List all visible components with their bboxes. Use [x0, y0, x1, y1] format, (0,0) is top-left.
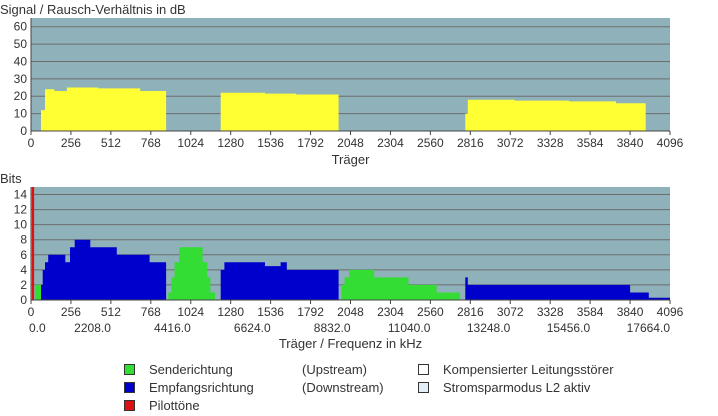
chart-title: Bits — [0, 171, 22, 186]
legend-swatch-pilot — [124, 400, 135, 411]
legend-label-downstream: (Downstream) — [302, 380, 384, 395]
y-tick-label: 10 — [14, 218, 28, 232]
y-tick-label: 50 — [14, 37, 28, 51]
legend-label-kompensiert: Kompensierter Leitungsstörer — [443, 362, 614, 377]
x-tick-label: 0 — [28, 136, 35, 150]
freq-tick-label: 0.0 — [29, 321, 46, 335]
legend-label-upstream: (Upstream) — [302, 362, 368, 377]
x-tick-label: 3328 — [537, 136, 564, 150]
x-tick-label: 2560 — [417, 305, 444, 319]
freq-tick-label: 6624.0 — [234, 321, 271, 335]
x-tick-label: 256 — [61, 305, 81, 319]
y-tick-label: 0 — [20, 124, 27, 138]
legend-downstream: (Downstream) — [302, 380, 384, 395]
y-tick-label: 14 — [14, 188, 28, 202]
freq-tick-label: 15456.0 — [547, 321, 591, 335]
legend-empfang: Empfangsrichtung — [124, 380, 254, 395]
x-tick-label: 3584 — [577, 305, 604, 319]
y-tick-label: 40 — [14, 54, 28, 68]
x-tick-label: 3840 — [617, 305, 644, 319]
legend-pilot: Pilottöne — [124, 398, 200, 413]
x-tick-label: 0 — [28, 305, 35, 319]
x-tick-label: 2560 — [417, 136, 444, 150]
x-tick-label: 3072 — [497, 136, 524, 150]
legend-swatch-empfang — [124, 382, 135, 393]
series-area-empfangsrichtung — [41, 239, 670, 300]
legend-label-sender: Senderichtung — [149, 362, 233, 377]
legend-swatch-l2 — [418, 382, 429, 393]
x-tick-label: 3328 — [537, 305, 564, 319]
legend-swatch-sender — [124, 364, 135, 375]
y-tick-label: 6 — [20, 248, 27, 262]
freq-tick-label: 11040.0 — [388, 321, 431, 335]
x-tick-label: 1024 — [177, 136, 204, 150]
legend-l2: Stromsparmodus L2 aktiv — [418, 380, 590, 395]
y-tick-label: 30 — [14, 72, 28, 86]
y-tick-label: 8 — [20, 233, 27, 247]
x-tick-label: 4096 — [657, 305, 684, 319]
freq-tick-label: 13248.0 — [467, 321, 511, 335]
x-tick-label: 512 — [101, 305, 121, 319]
freq-tick-label: 4416.0 — [154, 321, 191, 335]
series-area-snr — [41, 87, 646, 131]
legend-sender: Senderichtung — [124, 362, 233, 377]
legend-upstream: (Upstream) — [302, 362, 367, 377]
legend-label-pilot: Pilottöne — [149, 398, 200, 413]
snr-chart: Signal / Rausch-Verhältnis in dB 0 10 20 30 4… — [0, 2, 684, 167]
x-tick-label: 2816 — [457, 136, 484, 150]
y-tick-label: 60 — [14, 20, 28, 34]
freq-tick-label: 2208.0 — [74, 321, 111, 335]
legend-label-empfang: Empfangsrichtung — [149, 380, 254, 395]
legend-swatch-kompensiert — [418, 364, 429, 375]
y-tick-label: 2 — [20, 278, 27, 292]
y-tick-label: 4 — [20, 263, 27, 277]
x-tick-label: 1280 — [217, 136, 244, 150]
x-tick-label: 1792 — [297, 136, 324, 150]
series-area-senderichtung — [34, 247, 461, 300]
x-tick-label: 768 — [141, 136, 161, 150]
pilot-tone-bar — [31, 187, 35, 300]
y-tick-label: 0 — [20, 293, 27, 307]
y-tick-label: 12 — [14, 203, 28, 217]
x-axis-label: Träger — [332, 152, 370, 167]
x-tick-label: 2048 — [337, 136, 364, 150]
x-tick-label: 2048 — [337, 305, 364, 319]
x-tick-label: 3584 — [577, 136, 604, 150]
y-tick-label: 10 — [14, 107, 28, 121]
freq-tick-label: 8832.0 — [314, 321, 351, 335]
x-tick-label: 1024 — [177, 305, 204, 319]
x-tick-label: 3072 — [497, 305, 524, 319]
legend-label-l2: Stromsparmodus L2 aktiv — [443, 380, 591, 395]
x-tick-label: 1280 — [217, 305, 244, 319]
x-tick-label: 768 — [141, 305, 161, 319]
chart-title: Signal / Rausch-Verhältnis in dB — [0, 2, 186, 17]
y-tick-label: 20 — [14, 89, 28, 103]
freq-tick-label: 17664.0 — [627, 321, 671, 335]
x-tick-label: 256 — [61, 136, 81, 150]
x-tick-label: 2304 — [377, 305, 404, 319]
x-tick-label: 1792 — [297, 305, 324, 319]
legend-kompensiert: Kompensierter Leitungsstörer — [418, 362, 614, 377]
x-tick-label: 1536 — [257, 305, 284, 319]
x-tick-label: 3840 — [617, 136, 644, 150]
x-tick-label: 2304 — [377, 136, 404, 150]
x-tick-label: 512 — [101, 136, 121, 150]
x-axis-label: Träger / Frequenz in kHz — [279, 336, 422, 351]
x-tick-label: 4096 — [657, 136, 684, 150]
x-tick-label: 2816 — [457, 305, 484, 319]
x-tick-label: 1536 — [257, 136, 284, 150]
